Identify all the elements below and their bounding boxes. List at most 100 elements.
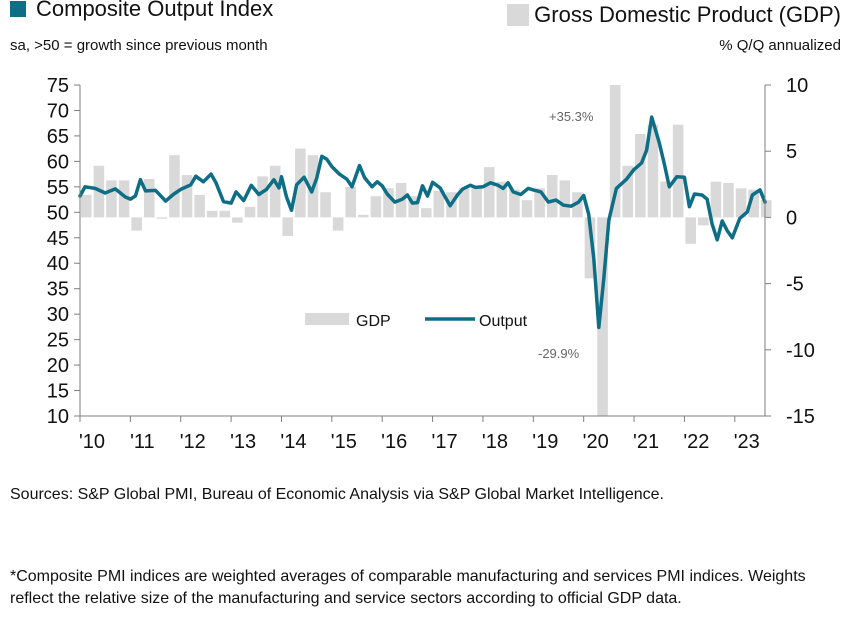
gdp-bar [622, 165, 634, 218]
gdp-bar [660, 181, 671, 218]
left-tick-label: 20 [47, 355, 69, 377]
right-tick-label: -10 [786, 340, 815, 362]
left-tick-label: 15 [47, 381, 69, 403]
gdp-bar [584, 217, 596, 279]
x-tick-label: '11 [130, 431, 155, 453]
left-tick-label: 40 [47, 253, 69, 275]
gdp-legend-swatch [507, 4, 530, 26]
axes: 75706560555045403530252015101050-5-10-15… [47, 75, 815, 453]
output-legend-swatch [10, 1, 26, 17]
x-tick-label: '15 [331, 431, 357, 453]
gdp-bar [433, 190, 445, 218]
gdp-bar [181, 175, 193, 218]
gdp-bar [458, 188, 470, 218]
gdp-bar [320, 192, 331, 218]
gdp-bar [710, 181, 722, 218]
output-line [78, 115, 767, 330]
gdp-bar [647, 124, 659, 218]
gdp-bar [572, 192, 583, 218]
x-tick-label: '22 [683, 431, 709, 453]
gdp-bar [483, 167, 495, 218]
gdp-bar [131, 217, 142, 231]
right-tick-label: -5 [786, 274, 804, 296]
output-legend-label: Output [479, 313, 528, 330]
gdp-legend-label: GDP [356, 313, 391, 330]
right-tick-label: 10 [786, 75, 808, 97]
sources-text: Sources: S&P Global PMI, Bureau of Econo… [10, 486, 664, 503]
left-tick-label: 45 [47, 228, 69, 250]
gdp-bar [106, 180, 117, 218]
left-tick-label: 60 [47, 151, 69, 173]
gdp-low-annotation: -29.9% [538, 346, 580, 361]
left-tick-label: 75 [47, 75, 69, 97]
x-tick-label: '12 [180, 431, 206, 453]
x-tick-label: '18 [482, 431, 508, 453]
x-tick-label: '19 [532, 431, 558, 453]
x-tick-label: '20 [583, 431, 609, 453]
gdp-bar [735, 188, 747, 218]
gdp-bar [81, 194, 92, 218]
gdp-bar [723, 182, 734, 218]
right-tick-label: -15 [786, 406, 815, 428]
gdp-legend-key [305, 313, 349, 325]
left-title: Composite Output Index [36, 0, 274, 21]
gdp-bar [420, 208, 432, 218]
gdp-bar [244, 206, 256, 218]
gdp-high-annotation: +35.3% [549, 109, 594, 124]
x-tick-label: '14 [280, 431, 306, 453]
left-tick-label: 35 [47, 279, 69, 301]
left-tick-label: 70 [47, 100, 69, 122]
gdp-bar [609, 85, 621, 218]
gdp-bar [118, 180, 130, 218]
left-tick-label: 50 [47, 202, 69, 224]
x-tick-label: '10 [79, 431, 105, 453]
gdp-bar [358, 214, 369, 218]
gdp-bar [232, 217, 243, 223]
x-tick-label: '23 [734, 431, 760, 453]
output-legend-header: Composite Output Index [10, 0, 273, 22]
gdp-bar [698, 217, 709, 226]
gdp-bar [206, 210, 218, 218]
gdp-bar [156, 217, 168, 219]
gdp-bar [635, 133, 646, 218]
right-tick-label: 5 [786, 141, 797, 163]
gdp-bar [546, 175, 558, 218]
footnote-text: *Composite PMI indices are weighted aver… [10, 568, 806, 607]
gdp-bar [345, 186, 357, 218]
left-tick-label: 65 [47, 126, 69, 148]
left-tick-label: 55 [47, 177, 69, 199]
x-tick-label: '13 [230, 431, 256, 453]
gdp-bar [408, 196, 419, 218]
gdp-bar [672, 124, 684, 218]
gdp-bar [332, 217, 344, 231]
gdp-bar [383, 188, 394, 218]
gdp-bar [521, 200, 533, 218]
x-tick-label: '17 [432, 431, 458, 453]
gdp-bar [685, 217, 697, 244]
right-subtitle: % Q/Q annualized [719, 37, 841, 54]
left-tick-label: 30 [47, 304, 69, 326]
gdp-legend-header: Gross Domestic Product (GDP) [507, 2, 841, 28]
annotations: +35.3% -29.9% [538, 109, 594, 361]
right-tick-label: 0 [786, 207, 797, 229]
gdp-bar [219, 210, 231, 218]
left-tick-label: 25 [47, 330, 69, 352]
gdp-bar [509, 189, 520, 218]
gdp-bars [81, 85, 772, 416]
output-line-group [78, 115, 767, 330]
chart-legend: GDP Output [305, 313, 528, 330]
gdp-bar [269, 165, 281, 218]
right-title: Gross Domestic Product (GDP) [534, 2, 841, 27]
gdp-bar [496, 181, 508, 218]
gdp-bar [143, 179, 155, 218]
gdp-bar [748, 189, 759, 218]
gdp-bar [257, 176, 268, 218]
composite-gdp-chart: 75706560555045403530252015101050-5-10-15… [47, 75, 815, 453]
gdp-bar [370, 196, 382, 218]
x-tick-label: '16 [381, 431, 407, 453]
gdp-bar [559, 180, 571, 218]
gdp-bar [597, 217, 608, 416]
gdp-bar [169, 155, 180, 218]
gdp-bar [471, 186, 482, 218]
gdp-bar [194, 194, 205, 218]
